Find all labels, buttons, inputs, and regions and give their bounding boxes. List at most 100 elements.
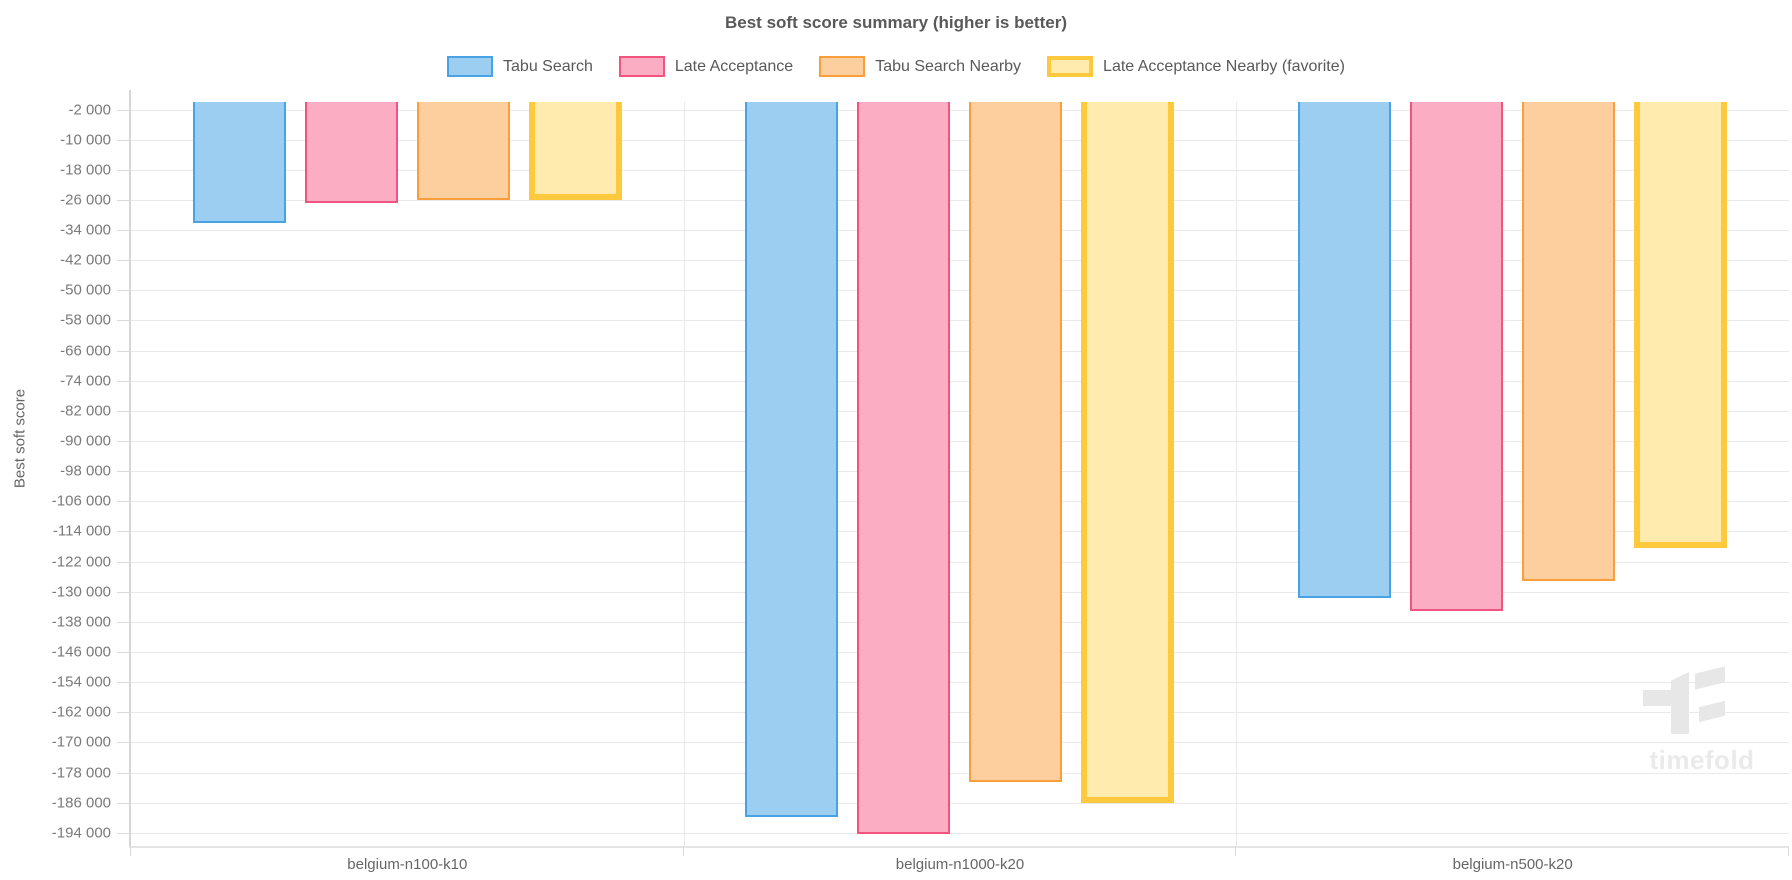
gridline (131, 380, 1789, 382)
y-tick-label: -138 000 (51, 613, 111, 631)
bar-late-acceptance-nearby-favorite-belgium-n1000-k20 (1081, 102, 1175, 804)
gridline (131, 772, 1789, 774)
gridline (131, 501, 1789, 503)
bar-late-acceptance-belgium-n500-k20 (1410, 102, 1504, 612)
grid-layer (131, 102, 1789, 846)
y-tick-label: -26 000 (60, 191, 111, 209)
bar-tabu-search-nearby-belgium-n1000-k20 (969, 102, 1063, 782)
chart-title: Best soft score summary (higher is bette… (725, 13, 1067, 32)
y-tick-label: -74 000 (60, 372, 111, 390)
bars-layer (131, 102, 1789, 846)
gridline (131, 742, 1789, 744)
gridline (131, 802, 1789, 804)
y-tick-mark (117, 169, 129, 171)
bar-tabu-search-belgium-n100-k10 (192, 102, 286, 223)
y-tick-label: -2 000 (68, 101, 111, 119)
x-category-label-belgium-n1000-k20: belgium-n1000-k20 (895, 856, 1025, 873)
bar-group-belgium-n1000-k20 (684, 102, 1237, 846)
gridline (131, 682, 1789, 684)
y-tick-label: -194 000 (51, 824, 111, 842)
x-tick-mark (1235, 846, 1237, 856)
x-axis-labels: belgium-n100-k10 belgium-n1000-k20 belgium… (131, 856, 1789, 878)
x-category-label-belgium-n500-k20: belgium-n500-k20 (1452, 856, 1573, 873)
y-tick-label: -130 000 (51, 583, 111, 601)
legend-item-late-acceptance[interactable]: Late Acceptance (618, 56, 793, 77)
gridline (131, 410, 1789, 412)
legend-item-late-acceptance-nearby-favorite[interactable]: Late Acceptance Nearby (favorite) (1047, 56, 1345, 77)
gridline (131, 260, 1789, 262)
y-axis-line (129, 90, 131, 846)
category-separator (683, 102, 685, 846)
category-separator (1236, 102, 1238, 846)
bar-tabu-search-belgium-n1000-k20 (745, 102, 839, 817)
bar-group-belgium-n500-k20 (1236, 102, 1789, 846)
y-tick-label: -42 000 (60, 251, 111, 269)
y-tick-label: -58 000 (60, 311, 111, 329)
bar-tabu-search-nearby-belgium-n100-k10 (416, 102, 510, 201)
x-tick-mark (130, 846, 131, 856)
y-tick-mark (117, 651, 129, 653)
y-tick-label: -98 000 (60, 462, 111, 480)
x-category-label-belgium-n100-k10: belgium-n100-k10 (347, 856, 468, 873)
gridline (131, 199, 1789, 201)
y-tick-mark (117, 109, 129, 111)
y-tick-mark (117, 742, 129, 744)
y-tick-label: -82 000 (60, 402, 111, 420)
legend-item-tabu-search-nearby[interactable]: Tabu Search Nearby (819, 56, 1021, 77)
y-tick-label: -90 000 (60, 432, 111, 450)
gridline (131, 531, 1789, 533)
x-axis-line (129, 846, 1789, 848)
watermark-label: timefold (1649, 745, 1755, 775)
y-tick-mark (117, 682, 129, 684)
y-tick-label: -146 000 (51, 643, 111, 661)
gridline (131, 621, 1789, 623)
legend-item-tabu-search[interactable]: Tabu Search (447, 56, 593, 77)
gridline (131, 591, 1789, 593)
legend-label: Tabu Search (503, 57, 593, 75)
gridline (131, 832, 1789, 834)
gridline (131, 230, 1789, 232)
y-tick-label: -186 000 (51, 794, 111, 812)
gridline (131, 471, 1789, 473)
y-tick-mark (117, 802, 129, 804)
y-tick-mark (117, 199, 129, 201)
y-tick-mark (117, 139, 129, 141)
y-tick-mark (117, 621, 129, 623)
y-tick-mark (117, 832, 129, 834)
bar-late-acceptance-nearby-favorite-belgium-n500-k20 (1634, 102, 1728, 548)
bar-late-acceptance-nearby-favorite-belgium-n100-k10 (528, 102, 622, 200)
y-tick-mark (117, 441, 129, 443)
chart-legend: Tabu Search Late Acceptance Tabu Search Ne… (0, 56, 1792, 77)
legend-label: Late Acceptance Nearby (favorite) (1103, 57, 1345, 75)
bar-late-acceptance-belgium-n1000-k20 (857, 102, 951, 834)
bar-group-belgium-n100-k10 (131, 102, 684, 846)
gridline (131, 712, 1789, 714)
y-axis-title: Best soft score (11, 388, 29, 489)
x-tick-mark (1788, 846, 1789, 856)
bar-late-acceptance-belgium-n100-k10 (304, 102, 398, 204)
y-tick-mark (117, 471, 129, 473)
legend-swatch-tabu-search (447, 56, 494, 77)
y-tick-mark (117, 561, 129, 563)
legend-swatch-tabu-search-nearby (819, 56, 866, 77)
gridline (131, 109, 1789, 111)
y-tick-mark (117, 260, 129, 262)
y-tick-mark (117, 350, 129, 352)
y-tick-mark (117, 712, 129, 714)
gridline (131, 290, 1789, 292)
y-tick-mark (117, 230, 129, 232)
y-tick-mark (117, 772, 129, 774)
y-tick-label: -170 000 (51, 733, 111, 751)
y-tick-mark (117, 531, 129, 533)
y-tick-label: -114 000 (52, 522, 111, 540)
x-tick-mark (682, 846, 684, 856)
y-tick-mark (117, 290, 129, 292)
gridline (131, 350, 1789, 352)
y-tick-label: -34 000 (60, 221, 111, 239)
gridline (131, 169, 1789, 171)
plot-area: timefold -2 000 -10 000 -18 000 -26 000 -34 … (52, 90, 1789, 856)
y-tick-mark (117, 380, 129, 382)
gridline (131, 561, 1789, 563)
y-tick-mark (117, 501, 129, 503)
